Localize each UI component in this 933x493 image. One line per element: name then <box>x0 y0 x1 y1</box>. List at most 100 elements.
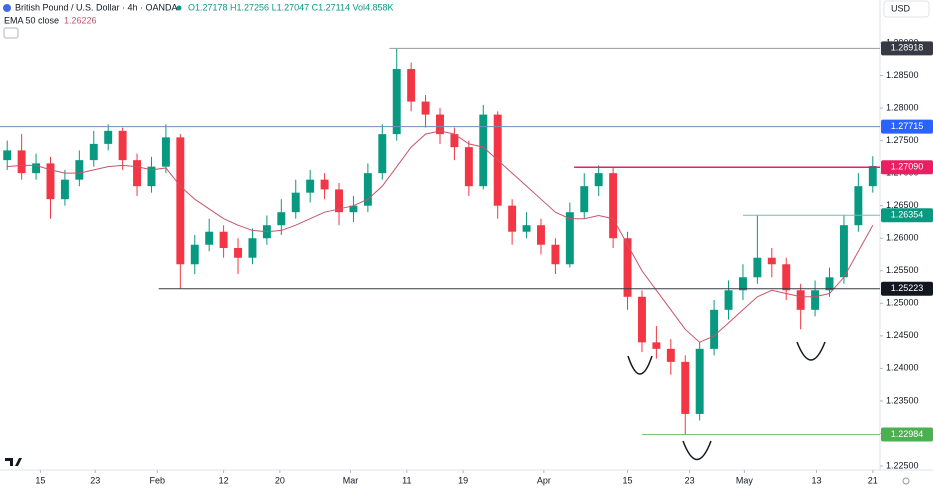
candle-body <box>291 192 300 213</box>
candle-body <box>464 147 473 187</box>
y-tick-label: 1.26000 <box>886 233 919 243</box>
candle-body <box>609 173 618 239</box>
candle-body <box>450 134 459 148</box>
candle-body <box>854 186 863 226</box>
candle-body <box>767 257 776 265</box>
x-tick-label: 23 <box>685 475 695 485</box>
candle-body <box>508 205 517 232</box>
candle-body <box>190 244 199 265</box>
x-tick-label: Mar <box>343 475 359 485</box>
candle-body <box>782 264 791 291</box>
candle-body <box>666 348 675 362</box>
level-label: 1.27090 <box>891 162 924 172</box>
settings-icon[interactable] <box>902 477 910 485</box>
candle-body <box>436 114 444 135</box>
candle-body <box>796 290 805 310</box>
y-tick-label: 1.24000 <box>886 363 919 373</box>
candle-body <box>724 290 733 310</box>
y-tick-label: 1.28500 <box>886 70 919 80</box>
candle-body <box>32 163 41 174</box>
symbol-icon <box>3 4 11 12</box>
level-label-box <box>881 427 933 442</box>
y-tick-label: 1.26500 <box>886 200 919 210</box>
ema-line <box>7 130 874 343</box>
candle-body <box>825 277 834 291</box>
candle-body <box>3 150 12 161</box>
x-tick-label: 12 <box>219 475 229 485</box>
tv-logo <box>5 458 22 466</box>
candle-body <box>551 244 560 265</box>
left-shoulder-arc <box>627 355 653 375</box>
x-tick-label: May <box>736 475 754 485</box>
level-label: 1.25223 <box>891 283 924 293</box>
candle-body <box>176 137 185 265</box>
candle-body <box>421 101 430 115</box>
x-tick-label: 20 <box>275 475 285 485</box>
candle-body <box>868 165 877 187</box>
x-tick-label: 15 <box>35 475 45 485</box>
candle-body <box>335 189 343 213</box>
y-tick-label: 1.25500 <box>886 265 919 275</box>
logo <box>5 458 22 466</box>
candle-body <box>522 225 531 232</box>
currency[interactable]: USD <box>891 3 911 13</box>
candle-body <box>710 309 719 349</box>
candle-body <box>753 257 762 278</box>
level-label-box <box>881 208 933 223</box>
candle-body <box>623 238 632 297</box>
candle-body <box>811 290 820 310</box>
x-tick-label: 23 <box>90 475 100 485</box>
candle-body <box>17 150 26 174</box>
x-tick-label: Feb <box>149 475 165 485</box>
indicator-value: 1.26226 <box>64 15 97 25</box>
ohlc-values: O1.27178 H1.27256 L1.27047 C1.27114 Vol4… <box>188 2 394 12</box>
y-tick-label: 1.23500 <box>886 395 919 405</box>
y-tick-label: 1.25000 <box>886 298 919 308</box>
head-arc <box>682 440 712 461</box>
level-label: 1.22984 <box>891 429 924 439</box>
candle-body <box>839 225 848 278</box>
candle-body <box>652 342 661 349</box>
candle-body <box>219 231 228 248</box>
y-tick-label: 1.24500 <box>886 330 919 340</box>
candle-body <box>277 212 286 226</box>
x-tick-label: 21 <box>868 475 878 485</box>
x-tick-label: 19 <box>458 475 468 485</box>
candle-body <box>565 212 574 265</box>
candle-body <box>205 231 214 245</box>
candle-body <box>104 130 113 144</box>
candle-body <box>75 160 84 180</box>
currency-button[interactable] <box>883 0 930 18</box>
candle-body <box>147 166 156 187</box>
indicator-name: EMA 50 close <box>4 15 59 25</box>
candle-body <box>407 69 416 102</box>
candle-body <box>133 160 142 187</box>
level-label-box <box>881 41 933 56</box>
collapse-button[interactable] <box>3 27 19 39</box>
candle-body <box>681 361 690 414</box>
candle-body <box>306 179 315 193</box>
right-shoulder-arc <box>796 341 826 361</box>
candle-body <box>349 205 358 213</box>
candle-body <box>537 225 545 245</box>
y-tick-label: 1.22500 <box>886 460 919 470</box>
level-label: 1.26354 <box>891 210 924 220</box>
candle-body <box>118 130 127 161</box>
level-label: 1.28918 <box>891 43 924 53</box>
candle-body <box>479 114 488 187</box>
symbol-title: British Pound / U.S. Dollar · 4h · OANDA <box>15 2 178 12</box>
plot-area: 1.290001.285001.280001.275001.270001.265… <box>0 37 933 485</box>
candle-body <box>580 186 589 213</box>
y-tick-label: 1.27500 <box>886 135 919 145</box>
x-tick-label: 15 <box>623 475 633 485</box>
level-label-box <box>881 281 933 296</box>
y-tick-label: 1.28000 <box>886 102 919 112</box>
candle-body <box>60 179 69 200</box>
candle-body <box>363 173 372 206</box>
x-tick-label: Apr <box>537 475 551 485</box>
status-dot <box>176 5 182 11</box>
candle-body <box>320 179 329 190</box>
candle-body <box>392 69 401 135</box>
candle-body <box>378 134 387 174</box>
